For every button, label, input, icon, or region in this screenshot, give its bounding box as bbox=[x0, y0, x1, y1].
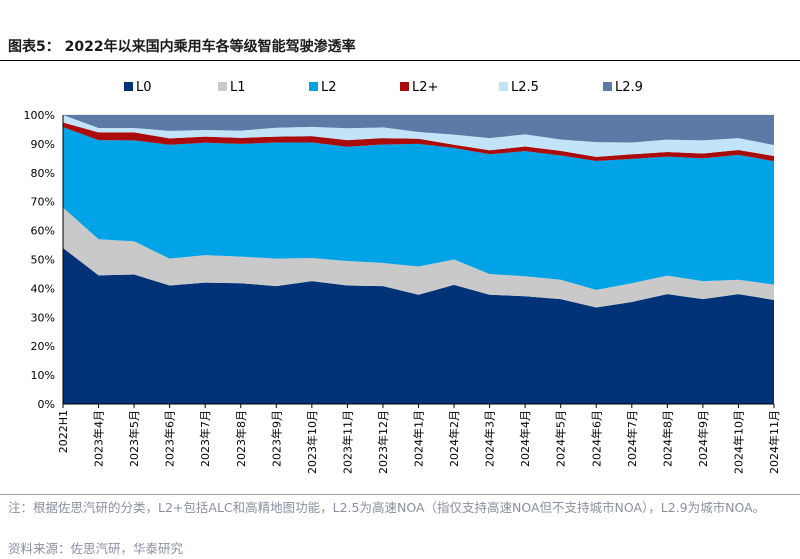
x-tick-label: 2023年12月 bbox=[376, 410, 390, 474]
x-tick-labels: 2022H1 2023年4月 2023年5月 2023年6月 2023年7月 2023年8… bbox=[57, 410, 781, 474]
legend-label: L2+ bbox=[412, 80, 438, 95]
legend-label: L2.5 bbox=[511, 80, 539, 95]
axes bbox=[62, 115, 775, 408]
x-tick-label: 2024年3月 bbox=[483, 410, 497, 467]
legend-item-l1: L1 bbox=[218, 80, 246, 95]
area-l2plus bbox=[63, 122, 774, 162]
x-tick-label: 2024年10月 bbox=[731, 410, 745, 474]
chart-legend: L0 L1 L2 L2+ L2.5 L2.9 bbox=[124, 80, 643, 95]
chart-note: 注：根据佐思汽研的分类，L2+包括ALC和高精地图功能，L2.5为高速NOA（指… bbox=[8, 500, 766, 515]
area-l0 bbox=[63, 247, 774, 404]
legend-item-l0: L0 bbox=[124, 80, 152, 95]
legend-item-l2-5: L2.5 bbox=[499, 80, 539, 95]
legend-swatch bbox=[400, 82, 409, 91]
x-tick-label: 2023年7月 bbox=[198, 410, 212, 467]
legend-swatch bbox=[499, 82, 508, 91]
x-tick-label: 2023年9月 bbox=[269, 410, 283, 467]
legend-label: L2.9 bbox=[615, 80, 643, 95]
stacked-areas bbox=[63, 115, 774, 404]
x-tick-label: 2023年6月 bbox=[163, 410, 177, 467]
y-tick-label: 40% bbox=[31, 282, 55, 295]
y-tick-label: 20% bbox=[31, 340, 55, 353]
x-tick-label: 2023年11月 bbox=[340, 410, 354, 474]
x-tick-label: 2024年6月 bbox=[589, 410, 603, 467]
y-tick-label: 90% bbox=[31, 138, 55, 151]
x-tick-label: 2022H1 bbox=[57, 410, 70, 453]
legend-label: L2 bbox=[321, 80, 337, 95]
legend-label: L1 bbox=[230, 80, 246, 95]
x-tick-label: 2024年5月 bbox=[554, 410, 568, 467]
figure-title: 图表5： 2022年以来国内乘用车各等级智能驾驶渗透率 bbox=[8, 39, 356, 55]
area-l1 bbox=[63, 207, 774, 308]
chart-area: L0 L1 L2 L2+ L2.5 L2.9 0% 10% 20% 30% 40% 50% 60% 70… bbox=[24, 80, 781, 474]
legend-item-l2plus: L2+ bbox=[400, 80, 438, 95]
legend-item-l2-9: L2.9 bbox=[603, 80, 643, 95]
y-tick-labels: 0% 10% 20% 30% 40% 50% 60% 70% 80% 90% 100% bbox=[24, 109, 55, 411]
legend-swatch bbox=[309, 82, 318, 91]
x-tick-label: 2023年8月 bbox=[234, 410, 248, 467]
title-rule bbox=[0, 60, 800, 61]
y-tick-label: 60% bbox=[31, 225, 55, 238]
area-l2-5 bbox=[63, 115, 774, 157]
legend-swatch bbox=[603, 82, 612, 91]
area-l2 bbox=[63, 127, 774, 290]
x-tick-label: 2023年5月 bbox=[127, 410, 141, 467]
x-tick-label: 2023年4月 bbox=[92, 410, 106, 467]
x-tick-label: 2024年11月 bbox=[767, 410, 781, 474]
y-tick-label: 80% bbox=[31, 167, 55, 180]
y-tick-label: 70% bbox=[31, 196, 55, 209]
x-tick-label: 2024年4月 bbox=[518, 410, 532, 467]
x-tick-label: 2024年8月 bbox=[660, 410, 674, 467]
x-tick-label: 2024年1月 bbox=[412, 410, 426, 467]
note-rule bbox=[0, 494, 800, 495]
x-tick-label: 2024年2月 bbox=[447, 410, 461, 467]
y-tick-label: 10% bbox=[31, 369, 55, 382]
y-tick-label: 50% bbox=[31, 254, 55, 267]
chart-source: 资料来源：佐思汽研，华泰研究 bbox=[8, 541, 184, 556]
legend-swatch bbox=[124, 82, 133, 91]
y-tick-label: 0% bbox=[38, 398, 55, 411]
legend-label: L0 bbox=[136, 80, 152, 95]
area-l2-9 bbox=[63, 115, 774, 146]
y-tick-label: 30% bbox=[31, 311, 55, 324]
legend-item-l2: L2 bbox=[309, 80, 337, 95]
y-tick-label: 100% bbox=[24, 109, 55, 122]
x-tick-label: 2024年7月 bbox=[625, 410, 639, 467]
x-tick-label: 2023年10月 bbox=[305, 410, 319, 474]
x-tick-label: 2024年9月 bbox=[696, 410, 710, 467]
legend-swatch bbox=[218, 82, 227, 91]
